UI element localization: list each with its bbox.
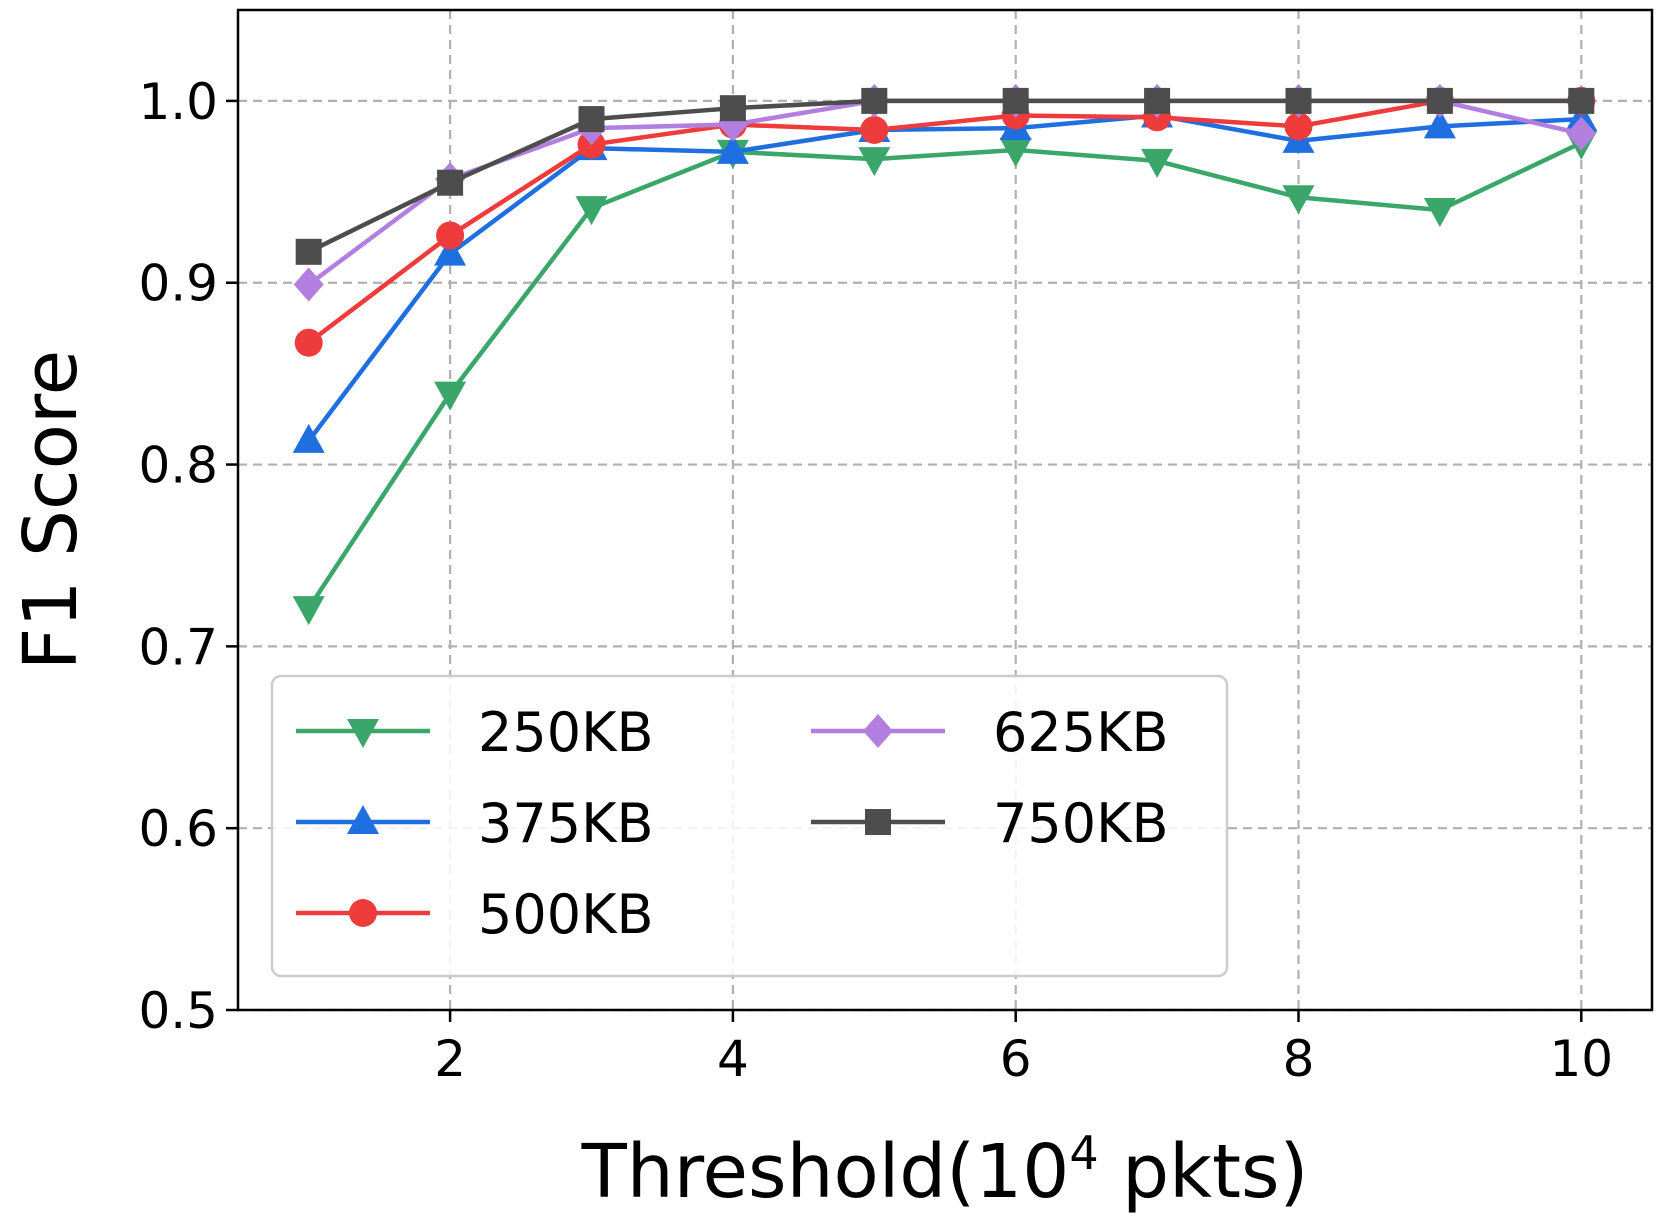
- x-axis-title-main: Threshold(10: [581, 1129, 1070, 1215]
- data-point-375KB-4: [716, 134, 749, 164]
- x-tick-label: 2: [434, 1030, 466, 1088]
- y-tick-label: 0.7: [138, 618, 218, 676]
- y-tick-label: 0.9: [138, 255, 218, 313]
- series-group: [292, 83, 1598, 626]
- plot-frame: [236, 8, 1654, 1012]
- series-line-750KB: [307, 98, 1582, 254]
- data-point-750KB-1: [295, 238, 322, 265]
- series-line-375KB: [306, 113, 1582, 443]
- y-tick-label: 0.8: [138, 437, 218, 495]
- x-axis-title-superscript: 4: [1069, 1126, 1098, 1180]
- series-625KB: [293, 83, 1597, 302]
- data-point-250KB-8: [1282, 185, 1315, 215]
- legend-entry-500KB: 500KB: [296, 883, 654, 946]
- legend-entry-750KB: 750KB: [811, 792, 1169, 855]
- data-point-750KB-7: [1144, 87, 1171, 114]
- data-point-750KB-9: [1426, 87, 1453, 114]
- data-point-375KB-1: [292, 423, 325, 453]
- legend-box: [270, 674, 1229, 978]
- data-point-250KB-9: [1423, 198, 1456, 227]
- data-point-750KB-3: [578, 106, 605, 133]
- data-point-750KB-6: [1002, 87, 1029, 114]
- data-point-375KB-2: [434, 236, 467, 266]
- series-250KB: [292, 130, 1598, 626]
- y-tick-label: 0.6: [138, 800, 218, 858]
- legend-marker: [863, 714, 893, 748]
- x-tick-label: 4: [717, 1030, 749, 1088]
- legend-label: 500KB: [478, 883, 654, 946]
- legend-label: 375KB: [478, 792, 654, 855]
- x-tick-label: 10: [1549, 1030, 1613, 1088]
- data-point-250KB-3: [575, 196, 608, 226]
- legend: 250KB 375KB 500KB 625KB 750KB: [270, 674, 1229, 978]
- legend-entry-375KB: 375KB: [296, 792, 654, 855]
- legend-entry-250KB: 250KB: [296, 701, 654, 764]
- y-tick-label: 0.5: [138, 982, 218, 1040]
- x-axis-title-suffix: pkts): [1099, 1129, 1309, 1215]
- legend-label: 250KB: [478, 701, 654, 764]
- y-axis-title: F1 Score: [8, 350, 94, 670]
- x-tick-label: 8: [1283, 1030, 1315, 1088]
- data-point-250KB-5: [858, 147, 891, 177]
- y-tick-label: 1.0: [138, 73, 218, 131]
- data-point-250KB-2: [434, 381, 467, 411]
- data-point-250KB-7: [1141, 148, 1174, 178]
- legend-marker: [347, 719, 379, 748]
- legend-marker: [865, 809, 891, 835]
- series-line-500KB: [307, 98, 1582, 345]
- data-point-250KB-1: [292, 596, 325, 626]
- legend-marker: [347, 805, 379, 834]
- data-point-625KB-1: [293, 267, 324, 302]
- data-point-750KB-4: [719, 95, 746, 122]
- data-point-750KB-2: [437, 169, 464, 196]
- legend-label: 750KB: [993, 792, 1169, 855]
- data-point-500KB-2: [436, 221, 465, 250]
- data-point-375KB-10: [1565, 102, 1598, 132]
- data-point-750KB-5: [861, 87, 888, 114]
- axis-ticks: 2 4 6 8 10 0.5 0.6 0.7 0.8 0.9 1.0: [138, 73, 1613, 1088]
- data-point-625KB-10: [1566, 116, 1597, 151]
- legend-entry-625KB: 625KB: [811, 701, 1169, 764]
- x-axis-title: Threshold(104 pkts): [581, 1126, 1309, 1215]
- legend-marker: [349, 899, 377, 927]
- data-point-500KB-8: [1284, 112, 1313, 141]
- data-point-375KB-9: [1423, 109, 1456, 139]
- legend-label: 625KB: [993, 701, 1169, 764]
- data-point-750KB-8: [1285, 87, 1312, 114]
- legend-items: 250KB 375KB 500KB 625KB 750KB: [296, 701, 1169, 946]
- series-750KB: [295, 87, 1595, 265]
- data-point-750KB-10: [1568, 87, 1595, 114]
- series-375KB: [292, 98, 1598, 453]
- x-tick-label: 6: [1000, 1030, 1032, 1088]
- series-line-250KB: [306, 140, 1583, 610]
- data-point-500KB-1: [294, 328, 323, 357]
- data-point-500KB-5: [860, 116, 889, 144]
- data-point-250KB-6: [999, 138, 1032, 167]
